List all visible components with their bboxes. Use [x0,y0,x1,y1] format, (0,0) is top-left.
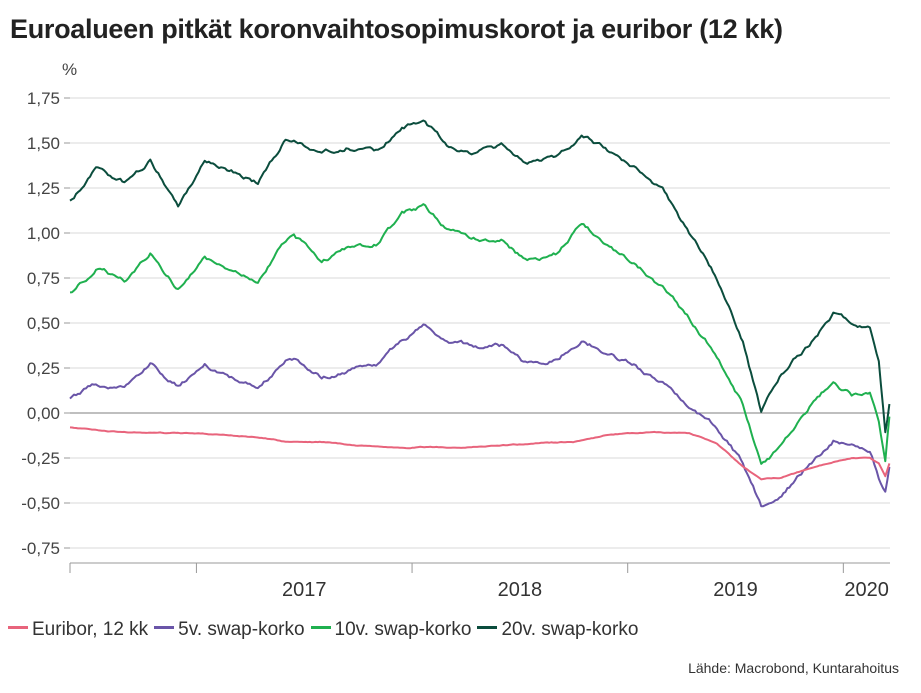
legend-swatch [477,626,498,630]
legend-item: 20v. swap-korko [477,619,638,641]
x-tick-label: 2020 [844,579,889,601]
y-tick-label: -0,50 [21,494,60,513]
legend-swatch [310,626,331,630]
y-tick-label: 1,00 [27,224,60,243]
legend-item: 5v. swap-korko [154,619,305,641]
legend-label: 20v. swap-korko [501,619,639,640]
x-tick-label: 2017 [282,579,327,601]
series-line-4 [69,119,891,434]
legend-label: 10v. swap-korko [334,619,472,640]
legend-swatch [8,626,28,630]
y-tick-label: 0,75 [27,269,60,288]
legend-label: 5v. swap-korko [178,619,305,640]
source-note: Lähde: Macrobond, Kuntarahoitus [688,660,899,676]
series-line-1 [69,426,891,481]
series-line-2 [69,323,891,508]
y-tick-label: 0,50 [27,314,60,333]
y-tick-label: 1,75 [27,89,60,108]
axes: % -0,75 -0,50 -0,25 0,00 0,25 0,50 0,75 1,00 1,25… [21,60,890,601]
legend-label: Euribor, 12 kk [32,619,149,640]
y-tick-label: 1,25 [27,179,60,198]
legend-swatch [154,626,175,630]
legend: Euribor, 12 kk 5v. swap-korko 10v. swap-ko… [8,619,644,641]
legend-item: 10v. swap-korko [310,619,472,641]
x-tick-label: 2018 [498,579,543,601]
gridlines [70,97,890,549]
series-line-3 [69,203,891,465]
y-tick-label: -0,25 [21,449,60,468]
y-tick-label: 0,00 [27,404,60,423]
y-tick-label: 0,25 [27,359,60,378]
y-tick-label: -0,75 [21,539,60,558]
y-tick-label: 1,50 [27,134,60,153]
chart-title: Euroalueen pitkät koronvaihtosopimuskoro… [10,14,783,44]
x-tick-label: 2019 [713,579,758,601]
legend-item: Euribor, 12 kk [8,619,148,641]
series-lines [69,119,891,508]
y-axis-unit: % [62,60,77,79]
